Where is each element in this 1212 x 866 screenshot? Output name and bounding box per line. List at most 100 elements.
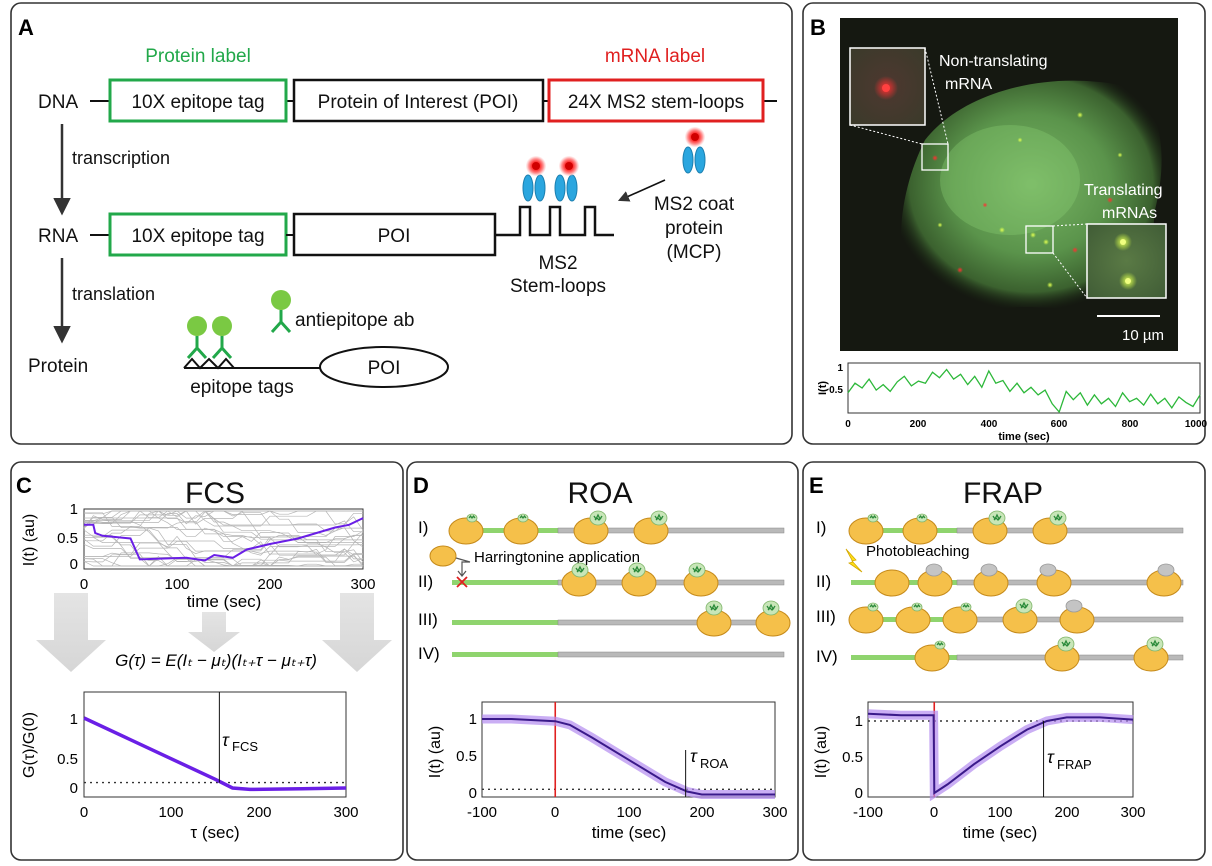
panel-e: E FRAP I) II) III) IV) Photobleaching [802, 461, 1206, 861]
dna-epitope-tag-box [108, 78, 288, 123]
dna-label: DNA [38, 92, 78, 113]
mcp-label-line1: MS2 coat [654, 194, 735, 215]
b-xtick-200: 200 [910, 419, 927, 430]
e-xtick-300: 300 [1120, 804, 1145, 821]
d-xtick-200: 200 [689, 804, 714, 821]
protein-label: Protein [28, 356, 88, 377]
protein-with-tags [183, 316, 449, 388]
b-xtick-400: 400 [981, 419, 998, 430]
panel-c-letter: C [16, 473, 32, 498]
c-gray-trace [84, 552, 363, 567]
ms2-label-line2: Stem-loops [510, 276, 606, 297]
e-row-1-label: I) [816, 518, 826, 537]
c-bottom-chart: 1 0.5 0 G(τ)/G(0) 0 100 200 300 τ (sec) … [21, 691, 359, 842]
d-harringtonine-drug [429, 545, 471, 577]
mcp-label-line2: protein [665, 218, 723, 239]
nontranslating-label-line2: mRNA [945, 76, 992, 93]
antiepitope-antibody [270, 290, 292, 334]
e-row-2-label: II) [816, 572, 831, 591]
e-tau-symbol: τ [1047, 747, 1055, 767]
lightning-bolt-icon [845, 548, 863, 573]
c-top-xtick-200: 200 [257, 576, 282, 593]
scale-bar-label: 10 µm [1122, 327, 1164, 344]
e-mean-trace [867, 712, 1134, 795]
d-row-2-label: II) [418, 572, 433, 591]
c-top-ytick-1: 1 [70, 501, 78, 518]
panel-e-letter: E [809, 473, 824, 498]
d-ytick-1: 1 [469, 711, 477, 728]
rna-epitope-tag-text: 10X epitope tag [131, 226, 264, 247]
c-gray-traces [83, 510, 364, 567]
c-top-ytick-0: 0 [70, 556, 78, 573]
c-top-chart: 1 0.5 0 I(t) (au) 0 100 200 300 time (se… [21, 501, 376, 611]
b-trace-line [847, 368, 1201, 414]
panel-c-title: FCS [185, 477, 245, 510]
c-autocorrelation-formula: G(τ) = E(Iₜ − μₜ)(Iₜ₊τ − μₜ₊τ) [115, 651, 317, 670]
c-bot-ytick-0: 0 [70, 780, 78, 797]
d-xtick-0: 0 [551, 804, 559, 821]
dna-poi-box [292, 78, 545, 123]
translating-label-line2: mRNAs [1102, 205, 1157, 222]
b-xlabel: time (sec) [998, 431, 1050, 443]
rna-label: RNA [38, 226, 78, 247]
dna-ms2-text: 24X MS2 stem-loops [568, 92, 744, 113]
e-tau-subscript: FRAP [1057, 757, 1092, 772]
c-tau-subscript: FCS [232, 739, 258, 754]
harringtonine-label: Harringtonine application [474, 549, 640, 566]
c-gray-arrow-middle [188, 612, 240, 652]
d-row-4-label: IV) [418, 644, 440, 663]
ms2-label-line1: MS2 [538, 253, 577, 274]
d-ytick-0: 0 [469, 785, 477, 802]
panel-b: B [802, 2, 1208, 445]
c-top-purple-trace [84, 517, 364, 562]
c-bot-ytick-05: 0.5 [57, 751, 78, 768]
c-top-xtick-100: 100 [164, 576, 189, 593]
e-mrna-row-3 [848, 598, 1184, 634]
e-ytick-0: 0 [855, 785, 863, 802]
e-xtick-m100: -100 [853, 804, 883, 821]
dna-ms2-box [547, 78, 765, 123]
c-top-xtick-300: 300 [350, 576, 375, 593]
d-xtick-100: 100 [616, 804, 641, 821]
c-gray-trace [84, 517, 363, 560]
b-xtick-800: 800 [1122, 419, 1139, 430]
d-mrna-row-4 [452, 651, 785, 658]
c-gray-trace [84, 510, 363, 533]
c-gray-trace [83, 552, 363, 567]
translation-label: translation [72, 284, 155, 304]
e-xtick-0: 0 [930, 804, 938, 821]
mcp-label-line3: (MCP) [667, 242, 722, 263]
c-bot-xtick-300: 300 [333, 804, 358, 821]
b-ytick-05: 0.5 [829, 385, 843, 396]
rna-epitope-tag-box [108, 212, 288, 257]
e-chart: 1 0.5 0 I(t) (au) -100 0 100 200 300 tim… [813, 701, 1146, 842]
b-trace-chart: 1 0.5 I(t) 0 200 400 600 800 1000 time (… [817, 362, 1208, 443]
c-top-ylabel: I(t) (au) [21, 514, 38, 566]
c-bot-xtick-0: 0 [80, 804, 88, 821]
translating-label-line1: Translating [1084, 182, 1163, 199]
b-xtick-1000: 1000 [1185, 419, 1208, 430]
c-bot-xtick-100: 100 [158, 804, 183, 821]
e-xlabel: time (sec) [963, 823, 1038, 842]
c-bot-xlabel: τ (sec) [190, 823, 239, 842]
e-mrna-row-2 [851, 563, 1184, 597]
d-xtick-300: 300 [762, 804, 787, 821]
panel-b-letter: B [810, 15, 826, 40]
c-gray-trace [83, 529, 364, 556]
b-ytick-1: 1 [837, 363, 843, 374]
panel-a-letter: A [18, 15, 34, 40]
d-tau-symbol: τ [690, 746, 698, 766]
e-row-4-label: IV) [816, 647, 838, 666]
d-tau-subscript: ROA [700, 756, 729, 771]
protein-poi-text: POI [368, 358, 401, 379]
nontranslating-label-line1: Non-translating [939, 53, 1048, 70]
d-row-3-label: III) [418, 610, 438, 629]
b-xtick-0: 0 [845, 419, 851, 430]
b-xtick-600: 600 [1051, 419, 1068, 430]
d-xlabel: time (sec) [592, 823, 667, 842]
e-ytick-1: 1 [855, 713, 863, 730]
panel-e-title: FRAP [963, 477, 1043, 510]
c-bot-ytick-1: 1 [70, 711, 78, 728]
bound-mcp-2 [554, 156, 579, 202]
